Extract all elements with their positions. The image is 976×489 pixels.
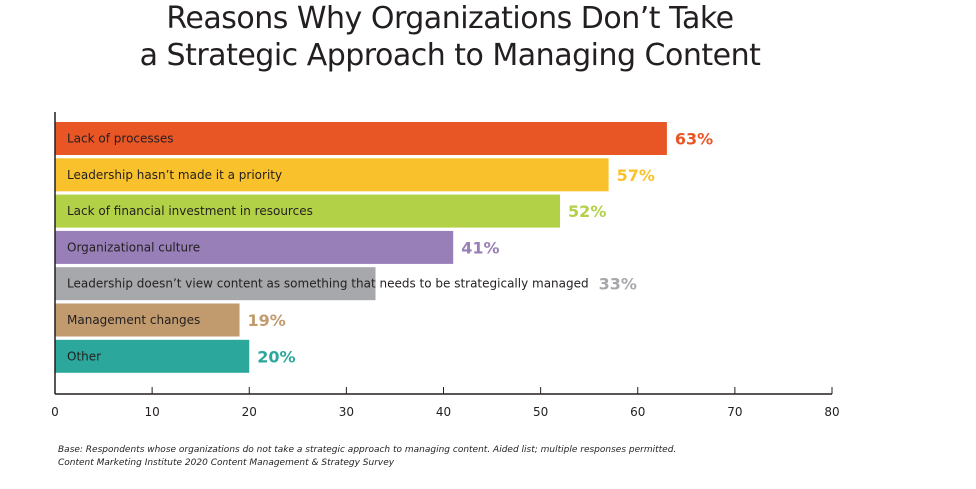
bar xyxy=(55,303,240,337)
x-tick-label: 10 xyxy=(144,405,159,419)
chart-title: Reasons Why Organizations Don’t Take a S… xyxy=(0,0,900,74)
x-tick-label: 40 xyxy=(436,405,451,419)
x-tick-label: 80 xyxy=(824,405,839,419)
bar xyxy=(55,158,609,192)
x-tick-label: 0 xyxy=(51,405,59,419)
bar-category-label: Other xyxy=(67,349,101,363)
bar-value-label: 20% xyxy=(257,347,295,366)
bar-value-label: 33% xyxy=(599,275,637,294)
bar-category-label: Leadership hasn’t made it a priority xyxy=(67,168,282,182)
footnote-base: Base: Respondents whose organizations do… xyxy=(58,445,677,455)
bar-category-label: Leadership doesn’t view content as somet… xyxy=(67,277,589,291)
bar-category-label: Management changes xyxy=(67,313,200,327)
bar xyxy=(55,122,667,155)
bar-category-label: Lack of financial investment in resource… xyxy=(67,204,313,218)
bar-value-label: 63% xyxy=(675,130,713,149)
x-tick-label: 60 xyxy=(630,405,645,419)
bar xyxy=(55,194,561,228)
bar-category-label: Lack of processes xyxy=(67,132,174,146)
x-tick-label: 50 xyxy=(533,405,548,419)
axes-group: 0 10 20 30 40 50 60 70 80 xyxy=(51,112,840,419)
bar-value-label: 19% xyxy=(248,311,286,330)
footnote: Base: Respondents whose organizations do… xyxy=(58,444,676,470)
x-tick-label: 70 xyxy=(727,405,742,419)
bar xyxy=(55,230,454,264)
bar-value-label: 41% xyxy=(461,238,499,257)
chart-title-line-2: a Strategic Approach to Managing Content xyxy=(139,38,761,73)
bar-value-label: 57% xyxy=(617,166,655,185)
bars-group: Lack of processes Leadership hasn’t made … xyxy=(55,122,713,373)
bar xyxy=(55,267,376,301)
x-tick-label: 20 xyxy=(242,405,257,419)
footnote-source: Content Marketing Institute 2020 Content… xyxy=(58,458,395,468)
x-tick-label: 30 xyxy=(339,405,354,419)
bar-category-label: Organizational culture xyxy=(67,240,200,254)
chart-title-line-1: Reasons Why Organizations Don’t Take xyxy=(166,1,734,36)
bar xyxy=(55,339,250,373)
bar-value-label: 52% xyxy=(568,202,606,221)
